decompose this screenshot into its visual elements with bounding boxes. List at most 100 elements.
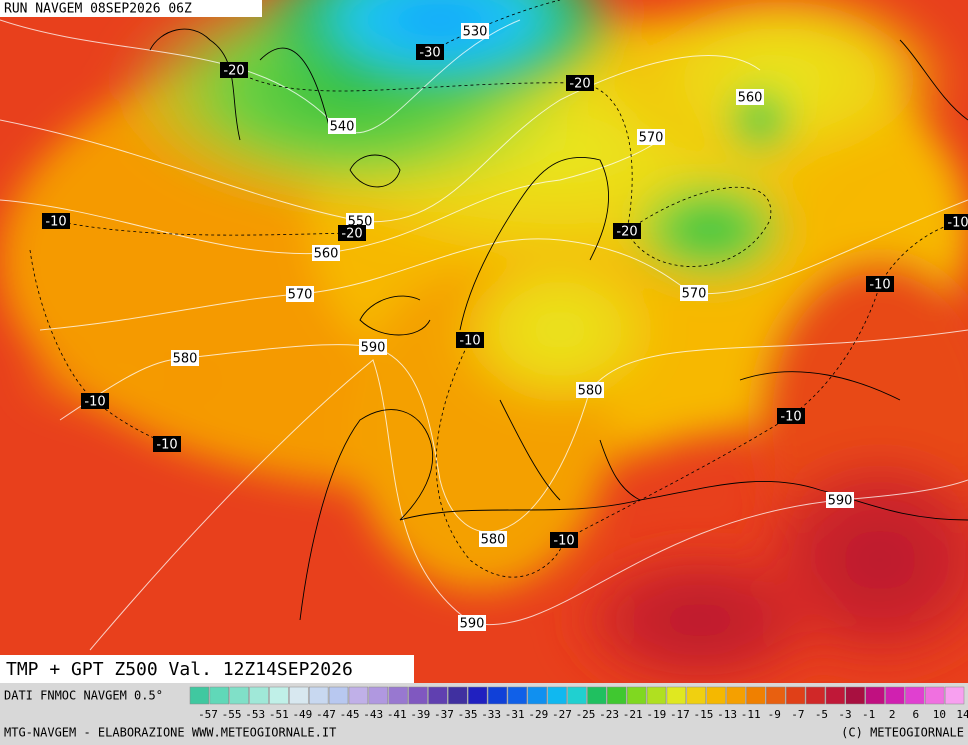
colorbar-swatch	[328, 686, 349, 705]
colorbar-swatch	[666, 686, 687, 705]
contour-label: 530	[461, 23, 489, 40]
contour-label-text: 570	[639, 131, 664, 146]
contour-label-text: -10	[780, 410, 801, 425]
contour-label-text: 570	[288, 288, 313, 303]
colorbar-swatch	[905, 686, 925, 705]
colorbar-label: -47	[316, 708, 336, 721]
colorbar-swatch	[209, 686, 229, 705]
colorbar-swatch	[229, 686, 249, 705]
contour-label-text: -20	[616, 225, 637, 240]
contour-label-box	[42, 213, 70, 229]
colorbar-swatch	[348, 686, 369, 705]
colorbar-label: -33	[481, 708, 501, 721]
contour-label-text: -20	[223, 64, 244, 79]
coastlines	[149, 28, 968, 621]
colorbar-label: -15	[694, 708, 714, 721]
colorbar-label: -35	[458, 708, 478, 721]
colorbar-swatch	[626, 686, 647, 705]
contour-label-box	[777, 408, 805, 424]
colorbar-label: -31	[505, 708, 525, 721]
colorbar-swatch	[189, 686, 210, 705]
colorbar-swatch	[467, 686, 488, 705]
contour-label: -10	[550, 532, 578, 549]
contour-label-box	[479, 531, 507, 547]
contour-label-box	[944, 214, 968, 230]
colorbar-swatch	[368, 686, 388, 705]
contour-label: -10	[153, 436, 181, 453]
copyright: (C) METEOGIORNALE	[841, 726, 964, 740]
colorbar-label: 6	[913, 708, 920, 721]
contour-label-text: -10	[869, 278, 890, 293]
run-label: RUN NAVGEM 08SEP2026 06Z	[4, 2, 192, 17]
colorbar-swatch	[289, 686, 309, 705]
contour-label: 560	[312, 245, 340, 262]
contour-label-box	[576, 382, 604, 398]
contour-label: 540	[328, 118, 356, 135]
contour-label-text: 560	[738, 91, 763, 106]
temperature-field	[0, 0, 968, 700]
contour-label-box	[866, 276, 894, 292]
colorbar-swatch	[785, 686, 806, 705]
colorbar-label: -17	[670, 708, 690, 721]
contour-label-text: 560	[314, 247, 339, 262]
credit: MTG-NAVGEM - ELABORAZIONE WWW.METEOGIORN…	[4, 726, 336, 740]
contour-label: -30	[416, 44, 444, 61]
colorbar-label: -29	[528, 708, 548, 721]
colorbar-label: -53	[245, 708, 265, 721]
colorbar-label: -19	[646, 708, 666, 721]
colorbar-label: -1	[862, 708, 875, 721]
contour-label-text: 540	[330, 120, 355, 135]
contour-label-box	[680, 285, 708, 301]
contour-label-box	[359, 339, 387, 355]
colorbar-label: -13	[717, 708, 737, 721]
contour-label-box	[456, 332, 484, 348]
colorbar-label: -39	[410, 708, 430, 721]
contour-label-box	[458, 615, 486, 631]
colorbar-label: -3	[838, 708, 851, 721]
colorbar-swatch	[686, 686, 706, 705]
contour-label: -10	[42, 213, 70, 230]
colorbar-label: -7	[791, 708, 804, 721]
colorbar-label: -9	[768, 708, 781, 721]
contour-label-text: -10	[45, 215, 66, 230]
colorbar-swatch	[567, 686, 587, 705]
contour-label-text: 580	[578, 384, 603, 399]
contour-label: 590	[359, 339, 387, 356]
colorbar-swatch	[746, 686, 766, 705]
contour-label: 580	[171, 350, 199, 367]
colorbar: -57 -55 -53 -51 -49 -47 -45 -43 -41 -39 -37 -35 -33-…	[189, 686, 968, 721]
data-source: DATI FNMOC NAVGEM 0.5°	[4, 689, 163, 703]
contour-label-text: -10	[553, 534, 574, 549]
contour-label-box	[550, 532, 578, 548]
contour-label-box	[171, 350, 199, 366]
contour-label: 570	[286, 286, 314, 303]
map-title: TMP + GPT Z500 Val. 12Z14SEP2026	[6, 659, 353, 680]
colorbar-label: -51	[269, 708, 289, 721]
contour-label: 590	[826, 492, 854, 509]
contour-label-text: -20	[569, 77, 590, 92]
colorbar-swatch	[408, 686, 428, 705]
contour-label-text: -10	[459, 334, 480, 349]
colorbar-swatch	[805, 686, 826, 705]
colorbar-label: -23	[599, 708, 619, 721]
colorbar-swatch	[706, 686, 726, 705]
colorbar-swatch	[766, 686, 786, 705]
contour-label-box	[220, 62, 248, 78]
contour-label-box	[826, 492, 854, 508]
contour-label-text: -10	[156, 438, 177, 453]
contour-label: -10	[777, 408, 805, 425]
colorbar-label: -55	[222, 708, 242, 721]
contour-label-box	[286, 286, 314, 302]
colorbar-swatch	[944, 686, 965, 705]
colorbar-swatch	[845, 686, 865, 705]
contour-label: -20	[338, 225, 366, 242]
contour-label-text: 530	[463, 25, 488, 40]
colorbar-swatch	[428, 686, 448, 705]
colorbar-label: -41	[387, 708, 407, 721]
colorbar-swatch	[885, 686, 905, 705]
contour-label-box	[312, 245, 340, 261]
contour-label-box	[736, 89, 764, 105]
contour-label: -10	[81, 393, 109, 410]
contour-label-text: -10	[947, 216, 968, 231]
